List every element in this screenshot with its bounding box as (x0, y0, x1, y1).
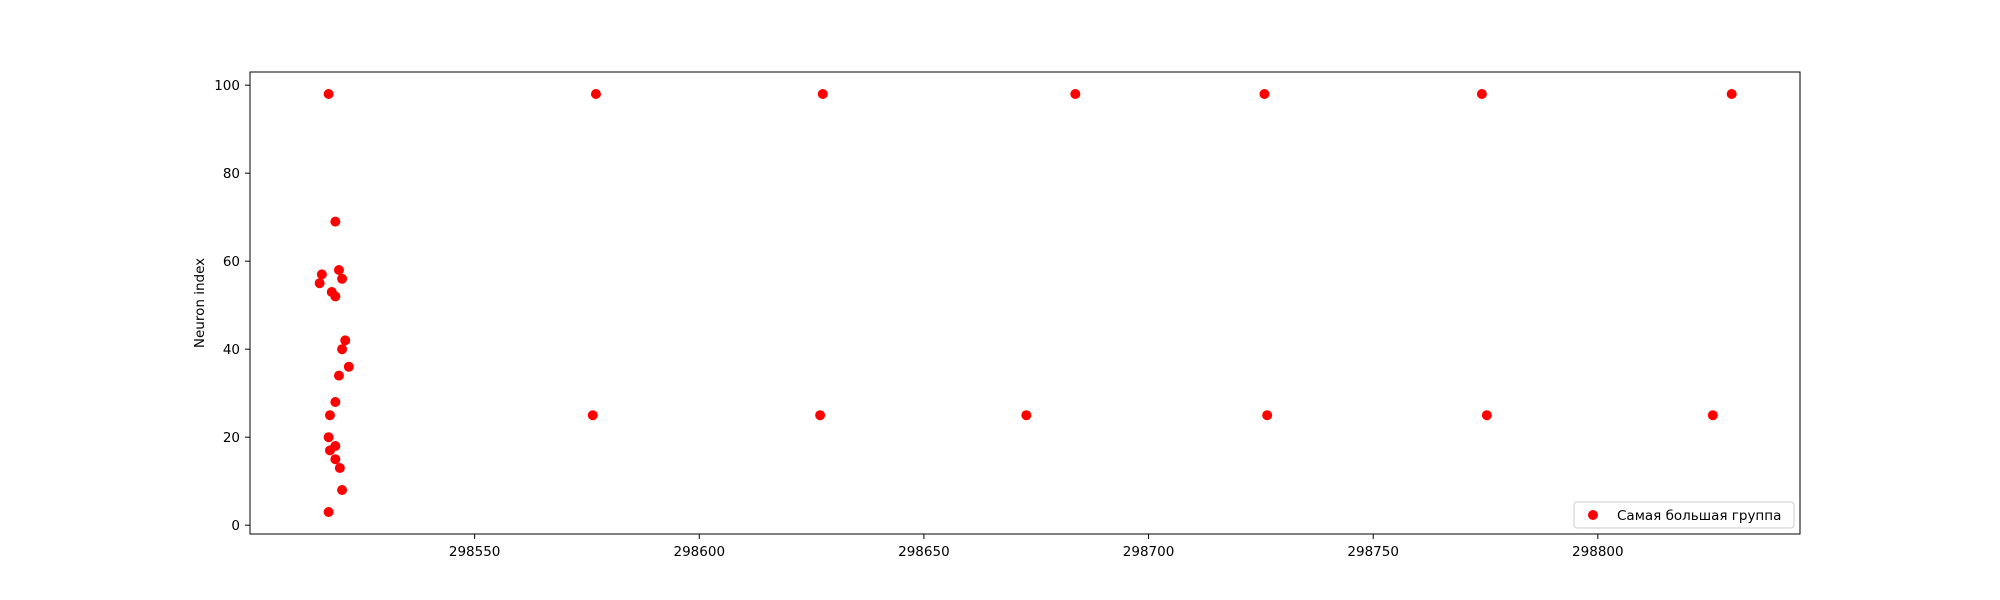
scatter-point (323, 89, 334, 99)
y-tick-label: 60 (223, 254, 240, 270)
scatter-point (590, 89, 601, 99)
x-tick-label: 298750 (1347, 544, 1399, 560)
scatter-point (314, 278, 325, 289)
scatter-point (1476, 89, 1487, 99)
y-axis: 0 20 40 60 80 100 (214, 78, 250, 534)
scatter-point (1726, 89, 1737, 99)
x-axis: 298550 298600 298650 298700 298750 298800 (449, 534, 1624, 560)
data-points (314, 89, 1737, 517)
x-tick-label: 298650 (898, 544, 950, 560)
scatter-point (587, 410, 598, 421)
x-tick-label: 298800 (1572, 544, 1624, 560)
scatter-point (1021, 410, 1032, 421)
y-tick-label: 40 (223, 342, 240, 358)
x-tick-label: 298700 (1123, 544, 1175, 560)
scatter-point (815, 410, 826, 421)
scatter-point (1481, 410, 1492, 421)
x-tick-label: 298600 (674, 544, 726, 560)
scatter-point (343, 361, 354, 372)
scatter-point (337, 485, 348, 495)
y-tick-label: 80 (223, 166, 240, 182)
scatter-point (1707, 410, 1718, 421)
scatter-point (340, 335, 351, 346)
scatter-point (330, 216, 341, 227)
legend-label: Самая большая группа (1617, 508, 1781, 524)
y-axis-label: Neuron index (192, 258, 208, 348)
y-tick-label: 20 (223, 430, 240, 446)
scatter-point (316, 269, 327, 280)
legend-marker (1588, 510, 1598, 520)
x-tick-label: 298550 (449, 544, 501, 560)
scatter-point (337, 344, 348, 355)
scatter-point (330, 291, 341, 302)
legend: Самая большая группа (1573, 501, 1795, 529)
scatter-point (324, 445, 335, 456)
legend-box (1573, 501, 1795, 529)
scatter-point (334, 463, 345, 473)
scatter-point (333, 265, 344, 275)
scatter-point (324, 410, 335, 421)
scatter-point (330, 397, 341, 407)
scatter-point (1262, 410, 1273, 421)
scatter-point (817, 89, 828, 99)
y-tick-label: 100 (214, 78, 240, 94)
scatter-point (337, 273, 348, 284)
scatter-point (323, 432, 334, 443)
scatter-point (333, 370, 344, 381)
scatter-point (1259, 89, 1270, 99)
scatter-point (323, 507, 334, 517)
plot-area (249, 71, 1801, 535)
y-tick-label: 0 (231, 518, 240, 534)
scatter-point (330, 454, 341, 465)
scatter-point (1070, 89, 1081, 99)
